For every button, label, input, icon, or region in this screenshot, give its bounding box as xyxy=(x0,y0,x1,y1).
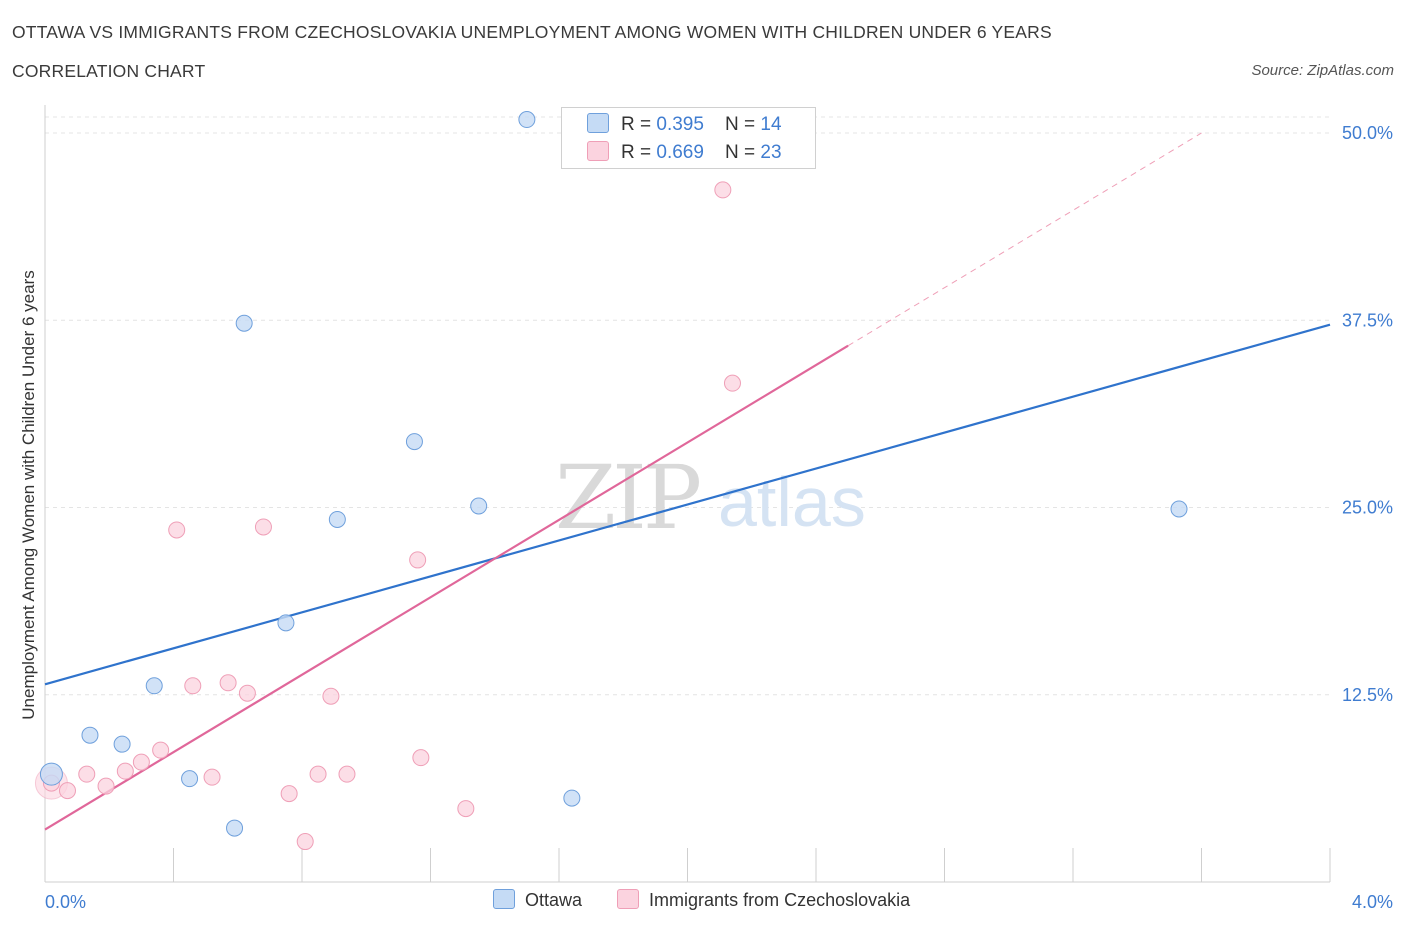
data-points xyxy=(34,111,1188,851)
czech-point xyxy=(58,782,76,800)
y-tick-label: 37.5% xyxy=(1342,310,1393,330)
y-tick-label: 25.0% xyxy=(1342,498,1393,518)
chart-title: OTTAWA VS IMMIGRANTS FROM CZECHOSLOVAKIA… xyxy=(12,22,1052,42)
ottawa-point xyxy=(405,433,423,451)
czech-point xyxy=(296,833,314,851)
correlation-legend: R = 0.395 N = 14 R = 0.669 N = 23 xyxy=(561,107,816,169)
tick-labels: 12.5% 25.0% 37.5% 50.0% 0.0% 4.0% xyxy=(45,123,1393,912)
ottawa-point xyxy=(226,819,244,837)
watermark-zip: ZIP xyxy=(555,446,700,549)
n-prefix: N = xyxy=(725,142,761,163)
czech-point xyxy=(219,674,237,692)
czech-legend-label: Immigrants from Czechoslovakia xyxy=(649,890,911,910)
ottawa-point xyxy=(518,111,536,129)
legend-row-czech: R = 0.669 N = 23 xyxy=(587,141,782,164)
czech-legend-swatch xyxy=(617,889,640,909)
series-legend: Ottawa Immigrants from Czechoslovakia xyxy=(493,889,940,911)
ottawa-point xyxy=(39,762,63,786)
ottawa-point xyxy=(113,735,131,753)
czech-point xyxy=(168,521,186,539)
ottawa-legend-label: Ottawa xyxy=(525,890,583,910)
ottawa-point xyxy=(470,497,488,515)
ottawa-point xyxy=(277,614,295,632)
n-prefix: N = xyxy=(725,114,761,135)
czech-point xyxy=(78,765,96,783)
ottawa-point xyxy=(328,510,346,528)
czech-point xyxy=(338,765,356,783)
ottawa-point xyxy=(181,770,199,788)
czech-point xyxy=(132,753,150,771)
czech-point xyxy=(412,749,430,767)
czech-point xyxy=(116,762,134,780)
legend-item-czech[interactable]: Immigrants from Czechoslovakia xyxy=(617,889,910,911)
czech-point xyxy=(203,768,221,786)
ottawa-point xyxy=(563,789,581,807)
czech-point xyxy=(723,374,741,392)
r-prefix: R = xyxy=(621,114,657,135)
ottawa-n-value: 14 xyxy=(760,114,782,135)
source-credit: Source: ZipAtlas.com xyxy=(1251,62,1394,79)
ottawa-trend-line xyxy=(44,323,1331,686)
ottawa-point xyxy=(1170,500,1188,518)
czech-point xyxy=(409,551,427,569)
x-tick-label: 0.0% xyxy=(45,892,86,912)
czech-point xyxy=(97,777,115,795)
czech-trend-line xyxy=(44,344,849,831)
y-axis-label: Unemployment Among Women with Children U… xyxy=(19,270,38,719)
czech-n-value: 23 xyxy=(760,142,782,163)
ottawa-legend-swatch xyxy=(493,889,515,909)
r-prefix: R = xyxy=(621,142,657,163)
czech-point xyxy=(309,765,327,783)
watermark: ZIP atlas xyxy=(555,446,866,549)
czech-point xyxy=(152,741,170,759)
ottawa-point xyxy=(235,314,253,332)
y-tick-label: 50.0% xyxy=(1342,123,1393,143)
czech-point xyxy=(322,687,340,705)
czech-point xyxy=(714,181,732,199)
czech-point xyxy=(457,800,475,818)
czech-trend-extension xyxy=(847,132,1202,347)
trend-lines xyxy=(44,132,1331,831)
y-tick-label: 12.5% xyxy=(1342,685,1393,705)
czech-r-value: 0.669 xyxy=(656,142,704,163)
czech-swatch xyxy=(587,141,609,161)
ottawa-r-value: 0.395 xyxy=(656,114,704,135)
czech-point xyxy=(280,785,298,803)
czech-point xyxy=(254,518,272,536)
czech-point xyxy=(184,677,202,695)
axes xyxy=(44,105,1331,883)
czech-point xyxy=(238,684,256,702)
ottawa-point xyxy=(145,677,163,695)
x-tick-label: 4.0% xyxy=(1352,892,1393,912)
chart-subtitle: CORRELATION CHART xyxy=(12,61,206,81)
ottawa-swatch xyxy=(587,113,609,133)
grid-lines xyxy=(45,116,1330,696)
ottawa-point xyxy=(81,726,99,744)
legend-item-ottawa[interactable]: Ottawa xyxy=(493,889,582,911)
legend-row-ottawa: R = 0.395 N = 14 xyxy=(587,113,782,136)
